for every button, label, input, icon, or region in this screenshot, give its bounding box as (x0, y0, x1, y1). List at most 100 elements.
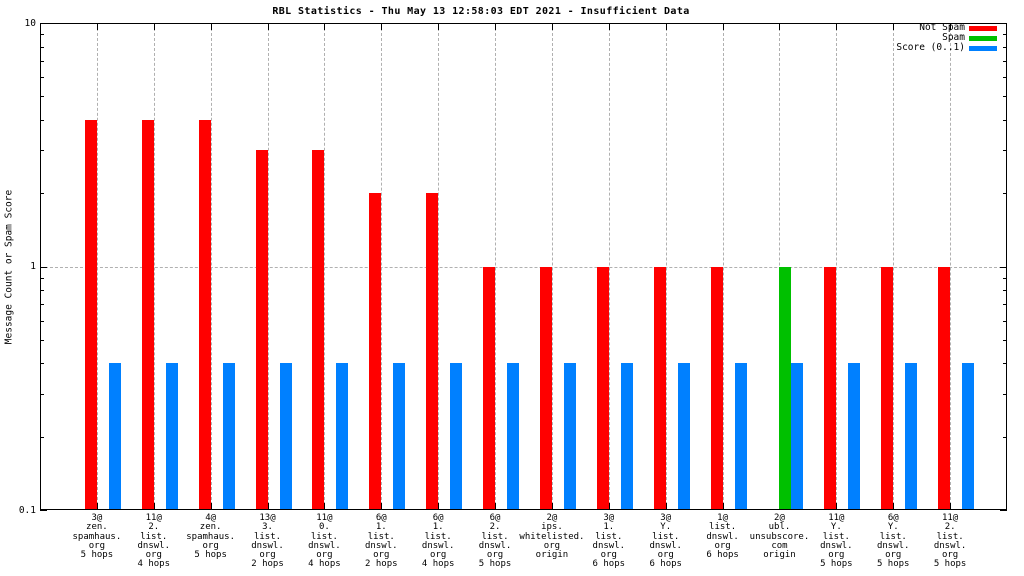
y-tick-minor-right (1003, 304, 1007, 306)
y-tick-minor-right (1003, 277, 1007, 279)
y-tick-major-right (1000, 23, 1007, 24)
bar-score (734, 363, 747, 509)
y-tick-major-right (1000, 266, 1007, 268)
x-category-label: 13@ 3. list. dnswl. org 2 hops (251, 513, 284, 570)
y-tick-major-right (1000, 510, 1007, 511)
y-tick-minor-right (1003, 363, 1007, 365)
legend-swatch (969, 25, 997, 31)
gridline-horizontal (40, 266, 1007, 268)
x-category-label: 1@ list. dnswl. org 6 hops (706, 513, 739, 561)
bar-score (279, 363, 292, 509)
bar-not-spam (369, 193, 382, 509)
legend-label: Not Spam (919, 22, 965, 33)
x-category-label: 4@ zen. spamhaus. org 5 hops (186, 513, 236, 561)
x-category-label: 11@ 0. list. dnswl. org 4 hops (308, 513, 341, 570)
bar-not-spam (596, 266, 609, 509)
y-tick-minor-left (40, 34, 44, 36)
x-category-label: 3@ zen. spamhaus. org 5 hops (72, 513, 122, 561)
y-tick-minor-right (1003, 96, 1007, 98)
x-category-label: 6@ Y. list. dnswl. org 5 hops (876, 513, 910, 570)
bar-score (620, 363, 633, 509)
bar-score (450, 363, 463, 509)
x-tick-top (210, 23, 212, 30)
x-tick-top (608, 23, 610, 30)
bar-score (108, 363, 121, 509)
x-tick-top (96, 23, 98, 30)
x-category-label: 6@ 2. list. dnswl. org 5 hops (478, 513, 512, 570)
chart-title: RBL Statistics - Thu May 13 12:58:03 EDT… (272, 6, 690, 17)
y-tick-label: 0.1 (18, 504, 36, 516)
legend-swatch (969, 35, 997, 41)
y-tick-minor-left (40, 304, 44, 306)
x-category-label: 11@ Y. list. dnswl. org 5 hops (820, 513, 853, 570)
y-tick-minor-right (1003, 393, 1007, 395)
x-tick-top (551, 23, 553, 30)
y-tick-label: 1 (30, 261, 36, 272)
x-tick-bottom (836, 503, 838, 510)
x-tick-top (779, 23, 781, 30)
x-tick-bottom (950, 503, 952, 510)
bar-not-spam (938, 266, 951, 509)
y-tick-minor-right (1003, 77, 1007, 79)
bar-not-spam (255, 150, 268, 509)
x-tick-top (836, 23, 838, 30)
bar-score (507, 363, 520, 509)
x-tick-bottom (551, 503, 553, 510)
bar-not-spam (84, 119, 97, 509)
y-tick-minor-right (1003, 34, 1007, 36)
x-category-label: 3@ 1. list. dnswl. org 6 hops (592, 513, 626, 570)
y-tick-minor-right (1003, 193, 1007, 195)
y-tick-minor-left (40, 277, 44, 279)
bar-score (165, 363, 178, 509)
bar-not-spam (312, 150, 325, 509)
bar-score (962, 363, 975, 509)
y-tick-minor-left (40, 363, 44, 365)
y-tick-major-left (40, 266, 47, 268)
bar-score (848, 363, 861, 509)
x-tick-bottom (324, 503, 326, 510)
bar-not-spam (198, 119, 211, 509)
x-tick-top (324, 23, 326, 30)
x-tick-bottom (438, 503, 440, 510)
y-tick-minor-right (1003, 46, 1007, 48)
y-tick-minor-right (1003, 436, 1007, 438)
legend-row: Score (0..1) (896, 43, 997, 53)
x-category-label: 2@ ips. whitelisted. org origin (519, 513, 585, 561)
y-tick-minor-left (40, 320, 44, 322)
y-tick-minor-right (1003, 290, 1007, 292)
x-tick-top (381, 23, 383, 30)
y-tick-minor-right (1003, 60, 1007, 62)
bar-not-spam (426, 193, 439, 509)
y-tick-minor-right (1003, 150, 1007, 152)
bar-score (336, 363, 349, 509)
y-tick-minor-left (40, 119, 44, 121)
x-tick-top (267, 23, 269, 30)
x-tick-top (153, 23, 155, 30)
legend-row: Spam (896, 33, 997, 43)
legend-row: Not Spam (896, 23, 997, 33)
y-tick-minor-left (40, 339, 44, 341)
y-tick-minor-right (1003, 119, 1007, 121)
bar-score (677, 363, 690, 509)
x-tick-bottom (381, 503, 383, 510)
x-tick-bottom (608, 503, 610, 510)
x-category-label: 11@ 2. list. dnswl. org 4 hops (137, 513, 170, 570)
x-category-label: 6@ 1. list. dnswl. org 2 hops (365, 513, 398, 570)
y-tick-minor-right (1003, 339, 1007, 341)
y-tick-minor-right (1003, 320, 1007, 322)
y-tick-label: 10 (24, 17, 36, 29)
x-tick-top (950, 23, 952, 30)
bar-not-spam (483, 266, 496, 509)
x-tick-bottom (210, 503, 212, 510)
x-tick-bottom (495, 503, 497, 510)
legend: Not Spam Spam Score (0..1) (896, 23, 997, 53)
legend-swatch (969, 45, 997, 51)
bar-spam (779, 266, 792, 509)
bar-not-spam (710, 266, 723, 509)
x-tick-top (665, 23, 667, 30)
bar-score (563, 363, 576, 509)
x-category-label: 3@ Y. list. dnswl. org 6 hops (649, 513, 682, 570)
x-category-label: 6@ 1. list. dnswl. org 4 hops (421, 513, 455, 570)
legend-label: Spam (942, 32, 965, 43)
